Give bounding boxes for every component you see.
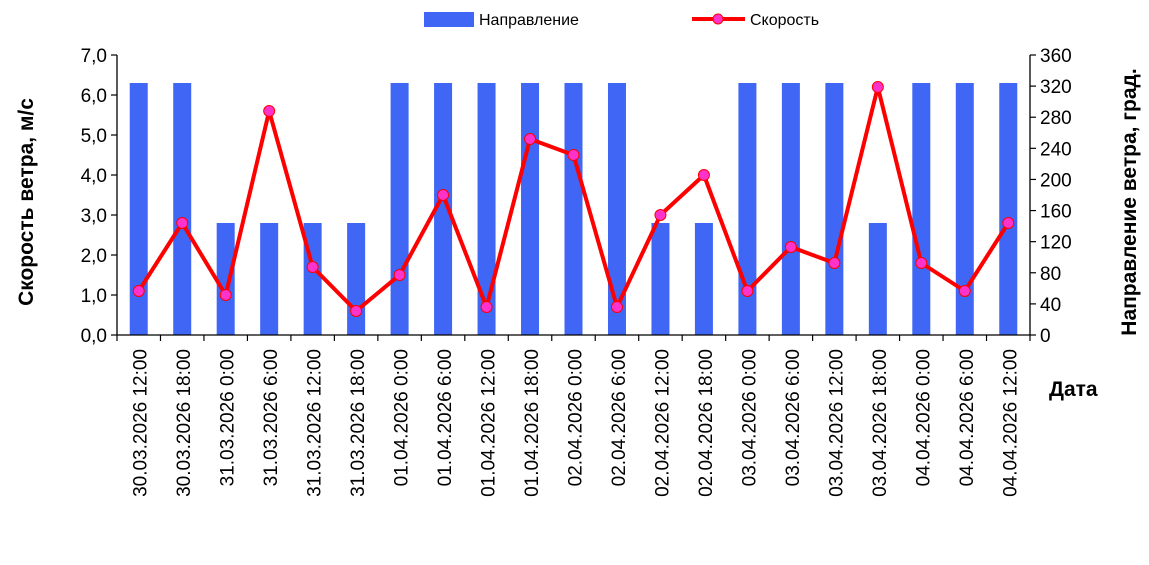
- legend: Направление Скорость: [424, 12, 819, 29]
- x-tick-label: 02.04.2026 6:00: [609, 349, 630, 486]
- x-tick-label: 02.04.2026 12:00: [652, 349, 673, 497]
- x-axis-title: Дата: [1049, 378, 1098, 401]
- x-tick-label: 03.04.2026 0:00: [739, 349, 760, 486]
- x-tick-label: 31.03.2026 12:00: [305, 349, 326, 497]
- right-tick-label: 0: [1040, 326, 1051, 347]
- x-tick-label: 02.04.2026 0:00: [566, 349, 587, 486]
- speed-point: [828, 257, 841, 269]
- direction-bar: [260, 223, 279, 335]
- x-tick-label: 04.04.2026 6:00: [957, 349, 978, 486]
- speed-point: [871, 81, 884, 93]
- direction-bar: [216, 223, 235, 335]
- right-tick-label: 200: [1040, 170, 1072, 191]
- direction-bar: [825, 83, 844, 335]
- left-tick-label: 2,0: [81, 246, 107, 267]
- legend-bar-label: Направление: [479, 12, 579, 29]
- speed-point: [437, 189, 450, 201]
- speed-point: [1002, 217, 1015, 229]
- speed-series: [132, 81, 1015, 317]
- left-tick-label: 4,0: [81, 166, 107, 187]
- x-tick-label: 04.04.2026 0:00: [913, 349, 934, 486]
- left-tick-label: 6,0: [81, 86, 107, 107]
- left-tick-label: 0,0: [81, 326, 107, 347]
- right-tick-label: 360: [1040, 46, 1072, 67]
- speed-point: [480, 301, 493, 313]
- speed-point: [350, 305, 363, 317]
- direction-bar: [390, 83, 409, 335]
- x-tick-label: 03.04.2026 6:00: [783, 349, 804, 486]
- right-tick-label: 160: [1040, 202, 1072, 223]
- left-tick-label: 7,0: [81, 46, 107, 67]
- x-tick-label: 01.04.2026 6:00: [435, 349, 456, 486]
- left-axis-ticks: 0,0 1,0 2,0 3,0 4,0 5,0 6,0 7,0: [81, 46, 107, 347]
- speed-point: [654, 209, 667, 221]
- legend-line-marker: [712, 13, 724, 25]
- direction-bar: [868, 223, 887, 335]
- right-tick-label: 240: [1040, 139, 1072, 160]
- right-tick-label: 120: [1040, 233, 1072, 254]
- speed-point: [567, 149, 580, 161]
- speed-point: [263, 105, 276, 117]
- x-tick-label: 03.04.2026 18:00: [870, 349, 891, 497]
- direction-bar: [781, 83, 800, 335]
- x-tick-label: 31.03.2026 0:00: [218, 349, 239, 486]
- speed-point: [697, 169, 710, 181]
- speed-point: [958, 285, 971, 297]
- left-tick-label: 1,0: [81, 286, 107, 307]
- x-tick-label: 01.04.2026 18:00: [522, 349, 543, 497]
- speed-point: [219, 289, 232, 301]
- direction-bar: [521, 83, 540, 335]
- right-axis-ticks: 0 40 80 120 160 200 240 280 320 360: [1040, 46, 1072, 347]
- legend-line-label: Скорость: [750, 12, 819, 29]
- direction-bar: [129, 83, 148, 335]
- direction-bar: [434, 83, 453, 335]
- direction-bar: [999, 83, 1018, 335]
- speed-point: [393, 269, 406, 281]
- direction-bar: [912, 83, 931, 335]
- right-tick-label: 320: [1040, 77, 1072, 98]
- x-axis-ticks: 30.03.2026 12:00 30.03.2026 18:00 31.03.20…: [131, 349, 1022, 497]
- x-tick-label: 01.04.2026 0:00: [392, 349, 413, 486]
- x-tick-label: 31.03.2026 6:00: [261, 349, 282, 486]
- x-tick-label: 31.03.2026 18:00: [348, 349, 369, 497]
- x-tick-label: 02.04.2026 18:00: [696, 349, 717, 497]
- direction-bar: [607, 83, 626, 335]
- speed-point: [176, 217, 189, 229]
- left-axis-title: Скорость ветра, м/с: [15, 98, 38, 306]
- speed-point: [306, 261, 319, 273]
- direction-bar: [173, 83, 192, 335]
- direction-bar: [738, 83, 757, 335]
- right-tick-label: 280: [1040, 108, 1072, 129]
- direction-bar: [347, 223, 366, 335]
- x-tick-label: 01.04.2026 12:00: [479, 349, 500, 497]
- direction-bar: [955, 83, 974, 335]
- legend-bar-swatch: [424, 12, 474, 27]
- speed-point: [915, 257, 928, 269]
- left-tick-label: 5,0: [81, 126, 107, 147]
- direction-bar: [477, 83, 496, 335]
- left-tick-label: 3,0: [81, 206, 107, 227]
- speed-point: [784, 241, 797, 253]
- speed-point: [741, 285, 754, 297]
- speed-point: [132, 285, 145, 297]
- x-tick-label: 04.04.2026 12:00: [1000, 349, 1021, 497]
- axes: [111, 54, 1036, 341]
- direction-bar: [651, 223, 670, 335]
- speed-point: [524, 133, 537, 145]
- x-tick-label: 30.03.2026 12:00: [131, 349, 152, 497]
- x-tick-label: 03.04.2026 12:00: [826, 349, 847, 497]
- speed-point: [610, 301, 623, 313]
- direction-bar: [564, 83, 583, 335]
- direction-bar: [694, 223, 713, 335]
- right-tick-label: 80: [1040, 264, 1061, 285]
- right-tick-label: 40: [1040, 295, 1061, 316]
- x-tick-label: 30.03.2026 18:00: [174, 349, 195, 497]
- right-axis-title: Направление ветра, град.: [1118, 68, 1141, 335]
